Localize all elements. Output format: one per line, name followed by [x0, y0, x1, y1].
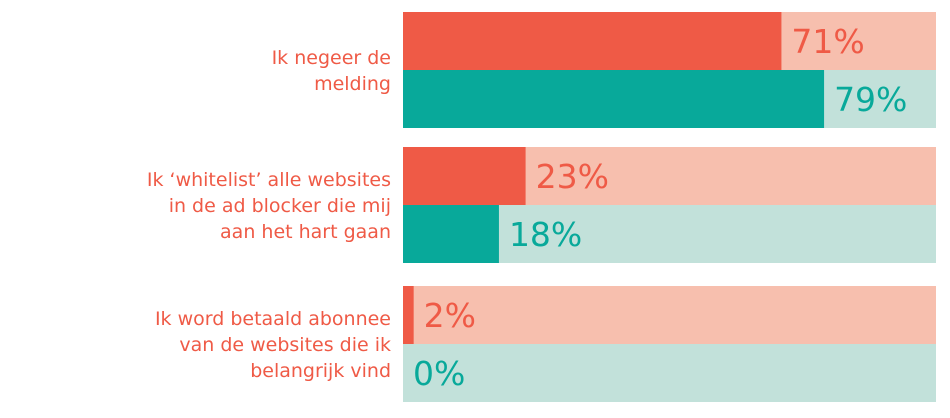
data-label: 23% — [536, 157, 609, 196]
category-label-line: aan het hart gaan — [220, 221, 391, 243]
category-label-line: in de ad blocker die mij — [169, 195, 391, 217]
category-label-line: Ik negeer de — [272, 47, 391, 69]
bar — [403, 205, 499, 263]
category-label-line: van de websites die ik — [179, 334, 391, 356]
category-label: Ik negeer de melding — [272, 47, 391, 95]
bar-track — [403, 344, 936, 402]
category-label: Ik ‘whitelist’ alle websites in de ad blo… — [147, 169, 391, 243]
category-label-line: belangrijk vind — [250, 360, 391, 382]
bar-track — [403, 286, 936, 344]
bar — [403, 286, 414, 344]
category-label-line: Ik ‘whitelist’ alle websites — [147, 169, 391, 191]
category-label-line: melding — [314, 73, 391, 95]
category-label: Ik word betaald abonnee van de websites d… — [155, 308, 391, 382]
data-label: 79% — [834, 80, 907, 119]
bar — [403, 147, 526, 205]
category-label-line: Ik word betaald abonnee — [155, 308, 391, 330]
bar — [403, 70, 825, 128]
bar — [403, 12, 782, 70]
data-label: 18% — [509, 215, 582, 254]
data-label: 0% — [413, 354, 465, 393]
data-label: 71% — [791, 22, 864, 61]
data-label: 2% — [424, 296, 476, 335]
